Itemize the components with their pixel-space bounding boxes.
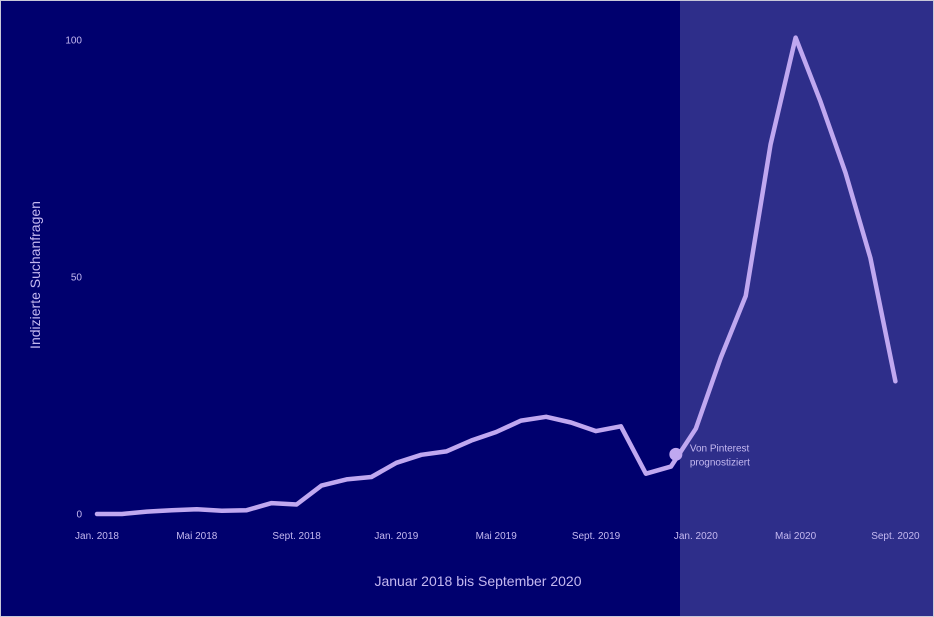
x-tick-label: Sept. 2020 [871, 531, 920, 542]
forecast-start-marker [669, 447, 683, 461]
x-tick-labels: Jan. 2018 Mai 2018 Sept. 2018 Jan. 2019 Mai … [75, 531, 920, 542]
x-tick-label: Sept. 2019 [572, 531, 621, 542]
x-tick-label: Mai 2018 [176, 531, 218, 542]
x-tick-label: Jan. 2020 [674, 531, 718, 542]
forecast-band [680, 0, 934, 617]
annotation-line-2: prognostiziert [690, 457, 750, 468]
y-tick-label: 0 [76, 510, 82, 521]
y-axis-title: Indizierte Suchanfragen [27, 201, 43, 349]
x-tick-label: Sept. 2018 [272, 531, 321, 542]
x-tick-label: Mai 2020 [775, 531, 817, 542]
y-tick-labels: 0 50 100 [65, 36, 82, 521]
x-tick-label: Mai 2019 [476, 531, 518, 542]
y-tick-label: 100 [65, 36, 82, 47]
x-tick-label: Jan. 2019 [374, 531, 418, 542]
x-tick-label: Jan. 2018 [75, 531, 119, 542]
x-axis-title: Januar 2018 bis September 2020 [374, 573, 581, 589]
series-line [94, 35, 898, 517]
annotation-line-1: Von Pinterest [690, 443, 750, 454]
y-tick-label: 50 [71, 273, 83, 284]
